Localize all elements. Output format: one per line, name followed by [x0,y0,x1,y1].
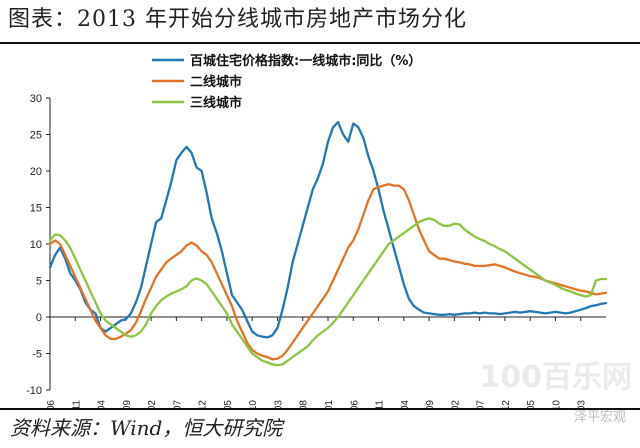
x-tick-label: 2019-10 [551,400,562,408]
bottom-rule [0,408,640,410]
x-tick-label: 2018-07 [476,400,487,408]
y-tick-label: 10 [30,239,42,251]
x-tick-label: 2016-06 [349,400,360,408]
x-tick-label: 2017-09 [425,400,436,408]
x-tick-label: 2013-07 [172,400,183,408]
y-tick-label: -10 [26,385,42,397]
y-tick-label: 30 [30,93,42,105]
series-line-3 [48,217,608,367]
line-chart: -10 -5 0 5 10 15 20 25 30 2011-06 2011-11 2012-04 20… [26,53,608,408]
x-tick-label: 2020-03 [577,400,588,408]
y-tick-label: 20 [30,166,42,178]
x-tick-label: 2012-09 [122,400,133,408]
x-tick-label: 2015-08 [299,400,310,408]
x-tick-label: 2011-06 [46,400,57,408]
y-tick-label: 15 [30,203,42,215]
watermark-logo: 100百乐网 [479,360,632,395]
x-tick-label: 2019-05 [526,400,537,408]
axes: -10 -5 0 5 10 15 20 25 30 2011-06 2011-11 2012-04 20… [26,93,606,408]
x-tick-label: 2016-01 [324,400,335,408]
legend-label-2: 二线城市 [190,74,242,90]
y-tick-label: -5 [32,349,42,361]
legend-label-3: 三线城市 [190,95,242,111]
top-rule [0,42,640,44]
legend-label-1: 百城住宅价格指数:一线城市:同比（%） [190,53,421,69]
y-tick-label: 25 [30,130,42,142]
x-tick-label: 2017-04 [400,400,411,408]
x-tick-label: 2018-12 [501,400,512,408]
series-line-2 [48,182,608,361]
source-note: 资料来源：Wind，恒大研究院 [10,416,283,440]
x-tick-label: 2011-11 [71,400,82,408]
series-layer [48,120,608,367]
x-tick-label: 2013-02 [147,400,158,408]
y-tick-label: 0 [36,312,42,324]
y-tick-label: 5 [36,276,42,288]
x-tick-label: 2015-03 [273,400,284,408]
x-tick-label: 2016-11 [375,400,386,408]
x-tick-label: 2014-05 [223,400,234,408]
x-tick-label: 2013-12 [198,400,209,408]
series-line-1 [48,120,608,339]
watermark-caption: 泽平宏观 [573,410,626,425]
chart-title: 图表：2013 年开始分线城市房地产市场分化 [8,7,467,32]
x-tick-label: 2018-02 [450,400,461,408]
x-tick-label: 2012-04 [97,400,108,408]
x-tick-label: 2014-10 [248,400,259,408]
